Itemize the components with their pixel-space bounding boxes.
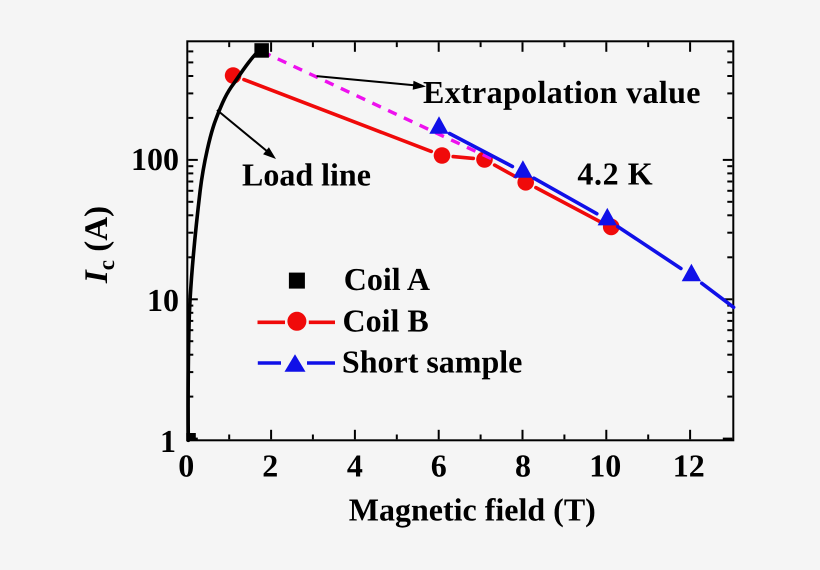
svg-text:Ic (A): Ic (A) bbox=[79, 206, 119, 284]
svg-text:6: 6 bbox=[431, 448, 447, 484]
svg-text:Magnetic field (T): Magnetic field (T) bbox=[349, 492, 596, 529]
svg-text:Coil B: Coil B bbox=[343, 302, 429, 338]
svg-text:10: 10 bbox=[147, 282, 179, 318]
svg-text:2: 2 bbox=[262, 448, 278, 484]
svg-text:4.2 K: 4.2 K bbox=[577, 156, 653, 192]
svg-text:100: 100 bbox=[131, 141, 179, 177]
svg-text:Load line: Load line bbox=[242, 156, 371, 192]
svg-text:8: 8 bbox=[515, 448, 531, 484]
svg-text:12: 12 bbox=[673, 448, 705, 484]
svg-text:1: 1 bbox=[160, 423, 176, 459]
svg-text:Extrapolation value: Extrapolation value bbox=[423, 74, 701, 110]
svg-text:10: 10 bbox=[589, 448, 621, 484]
svg-text:Coil A: Coil A bbox=[344, 261, 430, 297]
svg-text:0: 0 bbox=[178, 448, 194, 484]
svg-text:Short sample: Short sample bbox=[342, 344, 522, 380]
svg-text:4: 4 bbox=[347, 448, 363, 484]
